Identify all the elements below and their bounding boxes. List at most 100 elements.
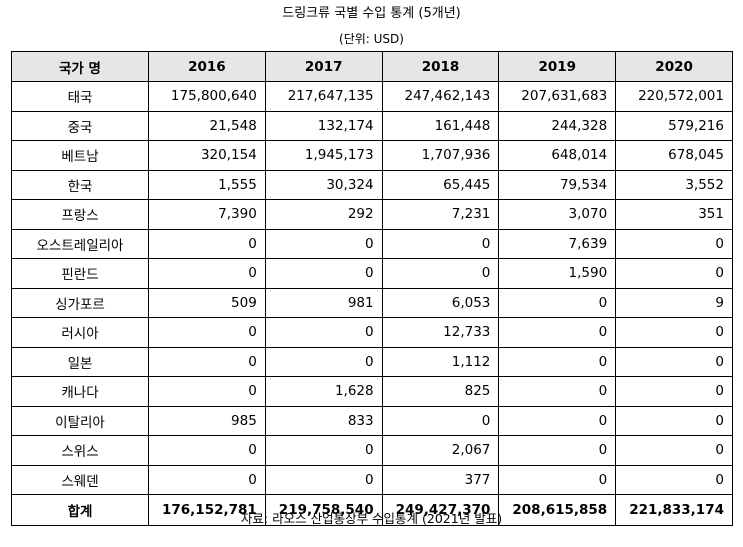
table-header: 국가 명 2016 2017 2018 2019 2020 [11, 51, 733, 82]
value-cell: 161,448 [381, 110, 500, 141]
value-cell: 1,112 [381, 346, 500, 377]
value-cell: 0 [264, 317, 383, 348]
value-cell: 79,534 [498, 169, 617, 200]
table-row: 스웨덴 0 0 377 0 0 [11, 464, 733, 495]
value-cell: 0 [148, 317, 266, 348]
value-cell: 9 [615, 287, 733, 318]
value-cell: 1,555 [148, 169, 266, 200]
country-cell: 스위스 [11, 435, 149, 466]
value-cell: 0 [264, 435, 383, 466]
value-cell: 678,045 [615, 140, 733, 171]
table-row: 이탈리아 985 833 0 0 0 [11, 405, 733, 436]
table-row: 프랑스 7,390 292 7,231 3,070 351 [11, 199, 733, 230]
header-year-2020: 2020 [615, 51, 733, 82]
value-cell: 21,548 [148, 110, 266, 141]
country-cell: 오스트레일리아 [11, 228, 149, 259]
value-cell: 0 [148, 376, 266, 407]
import-statistics-table: 국가 명 2016 2017 2018 2019 2020 태국 175,800… [11, 51, 733, 526]
value-cell: 579,216 [615, 110, 733, 141]
value-cell: 320,154 [148, 140, 266, 171]
value-cell: 0 [498, 287, 617, 318]
country-cell: 프랑스 [11, 199, 149, 230]
country-cell: 중국 [11, 110, 149, 141]
country-cell: 싱가포르 [11, 287, 149, 318]
value-cell: 0 [381, 228, 500, 259]
value-cell: 3,552 [615, 169, 733, 200]
total-row: 합계 176,152,781 219,758,540 249,427,370 2… [11, 494, 733, 526]
value-cell: 0 [615, 258, 733, 289]
table-title: 드링크류 국별 수입 통계 (5개년) [282, 6, 461, 21]
value-cell: 648,014 [498, 140, 617, 171]
value-cell: 0 [264, 258, 383, 289]
value-cell: 0 [615, 317, 733, 348]
value-cell: 377 [381, 464, 500, 495]
value-cell: 0 [498, 317, 617, 348]
value-cell: 12,733 [381, 317, 500, 348]
country-cell: 베트남 [11, 140, 149, 171]
table-footer: 합계 176,152,781 219,758,540 249,427,370 2… [11, 494, 733, 526]
total-label: 합계 [11, 494, 149, 526]
header-country: 국가 명 [11, 51, 149, 82]
value-cell: 0 [498, 346, 617, 377]
value-cell: 825 [381, 376, 500, 407]
source-note: 자료: 라오스 산업통상부 수입통계 (2021년 발표) [240, 511, 503, 526]
value-cell: 7,639 [498, 228, 617, 259]
table-row: 태국 175,800,640 217,647,135 247,462,143 2… [11, 81, 733, 112]
value-cell: 1,945,173 [264, 140, 383, 171]
value-cell: 247,462,143 [381, 81, 500, 112]
value-cell: 0 [264, 228, 383, 259]
total-value-cell: 249,427,370 [381, 494, 500, 526]
country-cell: 한국 [11, 169, 149, 200]
value-cell: 0 [381, 258, 500, 289]
value-cell: 509 [148, 287, 266, 318]
table-row: 싱가포르 509 981 6,053 0 9 [11, 287, 733, 318]
value-cell: 0 [148, 258, 266, 289]
value-cell: 30,324 [264, 169, 383, 200]
country-cell: 일본 [11, 346, 149, 377]
value-cell: 0 [615, 464, 733, 495]
value-cell: 217,647,135 [264, 81, 383, 112]
value-cell: 0 [498, 376, 617, 407]
total-value-cell: 176,152,781 [148, 494, 266, 526]
table-row: 한국 1,555 30,324 65,445 79,534 3,552 [11, 169, 733, 200]
value-cell: 3,070 [498, 199, 617, 230]
value-cell: 7,390 [148, 199, 266, 230]
value-cell: 981 [264, 287, 383, 318]
table-row: 중국 21,548 132,174 161,448 244,328 579,21… [11, 110, 733, 141]
value-cell: 0 [148, 346, 266, 377]
header-year-2018: 2018 [381, 51, 500, 82]
country-cell: 러시아 [11, 317, 149, 348]
value-cell: 351 [615, 199, 733, 230]
value-cell: 0 [615, 435, 733, 466]
value-cell: 2,067 [381, 435, 500, 466]
value-cell: 0 [615, 405, 733, 436]
value-cell: 0 [148, 228, 266, 259]
header-year-2016: 2016 [148, 51, 266, 82]
value-cell: 0 [615, 228, 733, 259]
value-cell: 65,445 [381, 169, 500, 200]
country-cell: 핀란드 [11, 258, 149, 289]
value-cell: 985 [148, 405, 266, 436]
header-year-2019: 2019 [498, 51, 617, 82]
value-cell: 0 [498, 405, 617, 436]
total-value-cell: 221,833,174 [615, 494, 733, 526]
country-cell: 스웨덴 [11, 464, 149, 495]
value-cell: 1,628 [264, 376, 383, 407]
country-cell: 태국 [11, 81, 149, 112]
value-cell: 0 [615, 346, 733, 377]
value-cell: 1,590 [498, 258, 617, 289]
value-cell: 0 [264, 346, 383, 377]
value-cell: 244,328 [498, 110, 617, 141]
table-row: 일본 0 0 1,112 0 0 [11, 346, 733, 377]
value-cell: 207,631,683 [498, 81, 617, 112]
value-cell: 292 [264, 199, 383, 230]
header-row: 국가 명 2016 2017 2018 2019 2020 [11, 51, 733, 82]
country-cell: 이탈리아 [11, 405, 149, 436]
value-cell: 1,707,936 [381, 140, 500, 171]
value-cell: 132,174 [264, 110, 383, 141]
value-cell: 6,053 [381, 287, 500, 318]
value-cell: 7,231 [381, 199, 500, 230]
country-cell: 캐나다 [11, 376, 149, 407]
unit-label: (단위: USD) [339, 32, 404, 46]
value-cell: 0 [498, 435, 617, 466]
